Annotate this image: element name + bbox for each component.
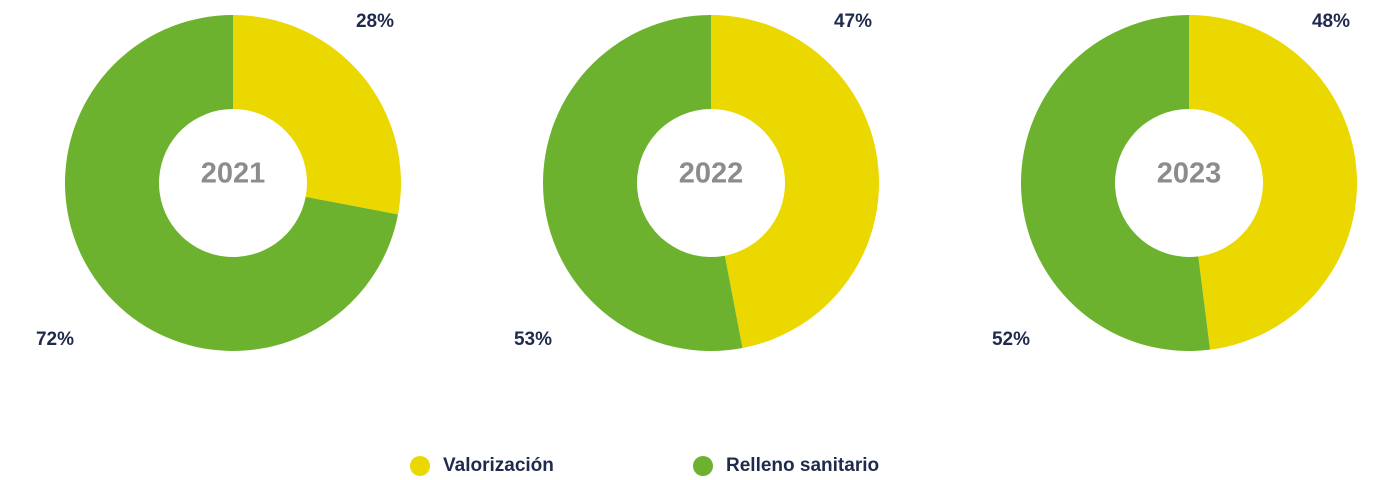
- value-label: 48%: [1312, 11, 1350, 32]
- value-label: 28%: [356, 11, 394, 32]
- donut-slice: [233, 15, 401, 215]
- donut-slice: [1189, 15, 1358, 350]
- donut-slice: [711, 15, 879, 349]
- chart-title: 2021: [201, 158, 266, 190]
- legend-label: Valorización: [443, 455, 554, 476]
- value-label: 52%: [992, 329, 1030, 350]
- value-label: 72%: [36, 329, 74, 350]
- legend-label: Relleno sanitario: [726, 455, 879, 476]
- legend-swatch: [410, 456, 430, 476]
- donut-slice: [1021, 15, 1211, 351]
- donut-slice: [543, 14, 743, 351]
- chart-title: 2023: [1157, 158, 1222, 190]
- value-label: 47%: [834, 11, 872, 32]
- value-label: 53%: [514, 329, 552, 350]
- chart-title: 2022: [679, 158, 744, 190]
- legend-swatch: [693, 456, 713, 476]
- donut-slice: [64, 15, 399, 351]
